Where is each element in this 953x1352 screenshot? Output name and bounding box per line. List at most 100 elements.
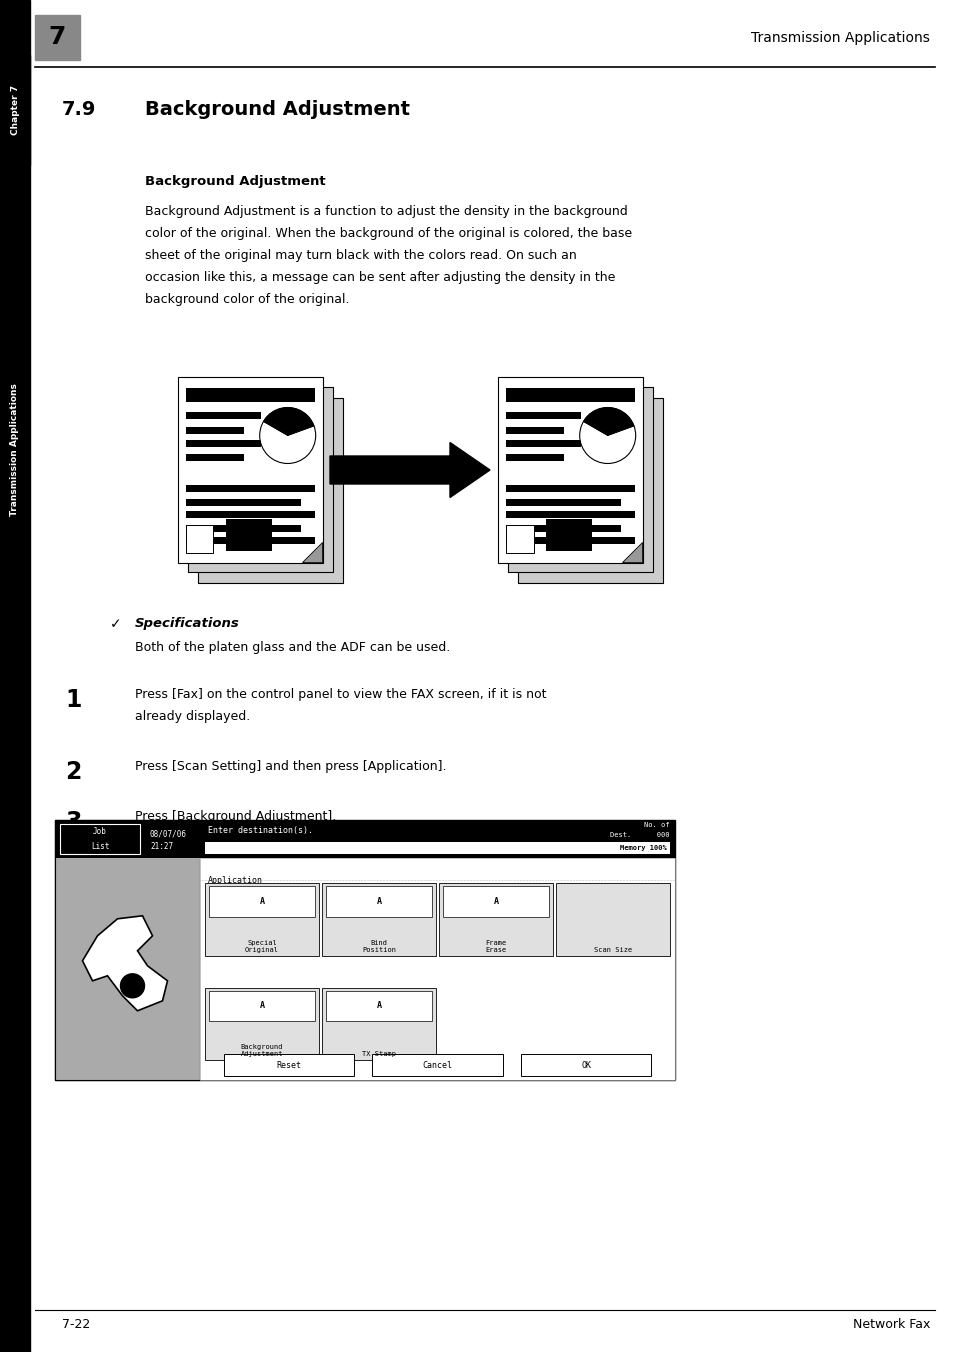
Bar: [185, 499, 300, 506]
Text: Memory 100%: Memory 100%: [619, 845, 666, 850]
Wedge shape: [583, 407, 634, 435]
Bar: [225, 519, 272, 526]
Bar: [185, 388, 314, 403]
Polygon shape: [622, 542, 641, 562]
Bar: [505, 499, 619, 506]
Bar: [197, 397, 342, 583]
Text: Job: Job: [93, 827, 107, 836]
Bar: [200, 859, 675, 1080]
Text: Chapter 7: Chapter 7: [10, 85, 19, 135]
Bar: [185, 485, 314, 492]
Bar: [505, 525, 619, 531]
Bar: [545, 544, 591, 550]
Text: A: A: [259, 896, 264, 906]
Bar: [60, 823, 140, 854]
Text: Background
Adjustment: Background Adjustment: [240, 1044, 283, 1057]
Bar: [505, 454, 563, 461]
Bar: [322, 988, 436, 1060]
Bar: [55, 821, 675, 1080]
Bar: [200, 859, 675, 1080]
Circle shape: [579, 407, 635, 464]
Bar: [209, 991, 314, 1021]
Bar: [223, 1055, 354, 1076]
Text: Transmission Applications: Transmission Applications: [10, 384, 19, 516]
Text: Scan Size: Scan Size: [594, 946, 632, 953]
Text: background color of the original.: background color of the original.: [145, 293, 349, 306]
Text: A: A: [259, 1002, 264, 1010]
Text: Press [Scan Setting] and then press [Application].: Press [Scan Setting] and then press [App…: [135, 760, 446, 773]
Bar: [517, 397, 661, 583]
Text: Network Fax: Network Fax: [852, 1318, 929, 1330]
Bar: [442, 886, 548, 917]
Text: OK: OK: [580, 1060, 591, 1069]
Bar: [225, 531, 272, 538]
Text: color of the original. When the background of the original is colored, the base: color of the original. When the backgrou…: [145, 227, 632, 241]
Text: Press [Background Adjustment].: Press [Background Adjustment].: [135, 810, 335, 823]
Bar: [185, 525, 300, 531]
Text: Background Adjustment: Background Adjustment: [145, 174, 325, 188]
Text: Enter destination(s).: Enter destination(s).: [208, 826, 313, 836]
Polygon shape: [302, 542, 322, 562]
Text: sheet of the original may turn black with the colors read. On such an: sheet of the original may turn black wit…: [145, 249, 577, 262]
Text: 7-22: 7-22: [62, 1318, 91, 1330]
Text: Cancel: Cancel: [422, 1060, 452, 1069]
Bar: [505, 538, 634, 545]
Text: Transmission Applications: Transmission Applications: [750, 31, 929, 45]
Bar: [185, 538, 314, 545]
Text: 7: 7: [49, 26, 66, 50]
Text: A: A: [493, 896, 498, 906]
Bar: [556, 883, 669, 956]
Text: 3: 3: [65, 810, 81, 834]
Text: Dest.      000: Dest. 000: [610, 831, 669, 838]
Bar: [0, 0, 30, 1352]
Text: Special
Original: Special Original: [245, 940, 278, 953]
Bar: [505, 441, 580, 448]
Text: Background Adjustment is a function to adjust the density in the background: Background Adjustment is a function to a…: [145, 206, 627, 218]
Bar: [209, 886, 314, 917]
Bar: [520, 1055, 651, 1076]
Bar: [326, 886, 432, 917]
Bar: [205, 883, 318, 956]
Bar: [322, 883, 436, 956]
Text: Background Adjustment: Background Adjustment: [145, 100, 410, 119]
Bar: [225, 544, 272, 550]
Bar: [185, 412, 260, 419]
Text: occasion like this, a message can be sent after adjusting the density in the: occasion like this, a message can be sen…: [145, 270, 615, 284]
Text: already displayed.: already displayed.: [135, 710, 250, 723]
Bar: [326, 991, 432, 1021]
Circle shape: [120, 973, 144, 998]
Text: 2: 2: [65, 760, 81, 784]
Bar: [438, 883, 553, 956]
Bar: [35, 15, 80, 59]
Bar: [185, 525, 213, 553]
Bar: [507, 388, 652, 572]
Bar: [545, 531, 591, 538]
Text: ✓: ✓: [110, 617, 121, 631]
FancyArrow shape: [330, 442, 490, 498]
Bar: [205, 988, 318, 1060]
Text: 21:27: 21:27: [150, 842, 172, 850]
Text: 08/07/06: 08/07/06: [150, 830, 187, 840]
Bar: [185, 511, 314, 519]
Bar: [55, 821, 675, 859]
Text: Reset: Reset: [276, 1060, 301, 1069]
Text: TX Stamp: TX Stamp: [361, 1052, 395, 1057]
Text: A: A: [376, 1002, 381, 1010]
Bar: [497, 377, 641, 562]
Bar: [505, 511, 634, 519]
Text: Frame
Erase: Frame Erase: [485, 940, 506, 953]
Text: Both of the platen glass and the ADF can be used.: Both of the platen glass and the ADF can…: [135, 641, 450, 654]
Wedge shape: [263, 407, 314, 435]
Text: No. of: No. of: [644, 822, 669, 827]
Bar: [505, 525, 533, 553]
Text: 7.9: 7.9: [62, 100, 96, 119]
Bar: [188, 388, 333, 572]
Bar: [185, 454, 243, 461]
Circle shape: [259, 407, 315, 464]
Bar: [177, 377, 322, 562]
Bar: [55, 821, 675, 844]
Bar: [505, 426, 563, 434]
Text: A: A: [376, 896, 381, 906]
Bar: [185, 426, 243, 434]
Bar: [505, 388, 634, 403]
